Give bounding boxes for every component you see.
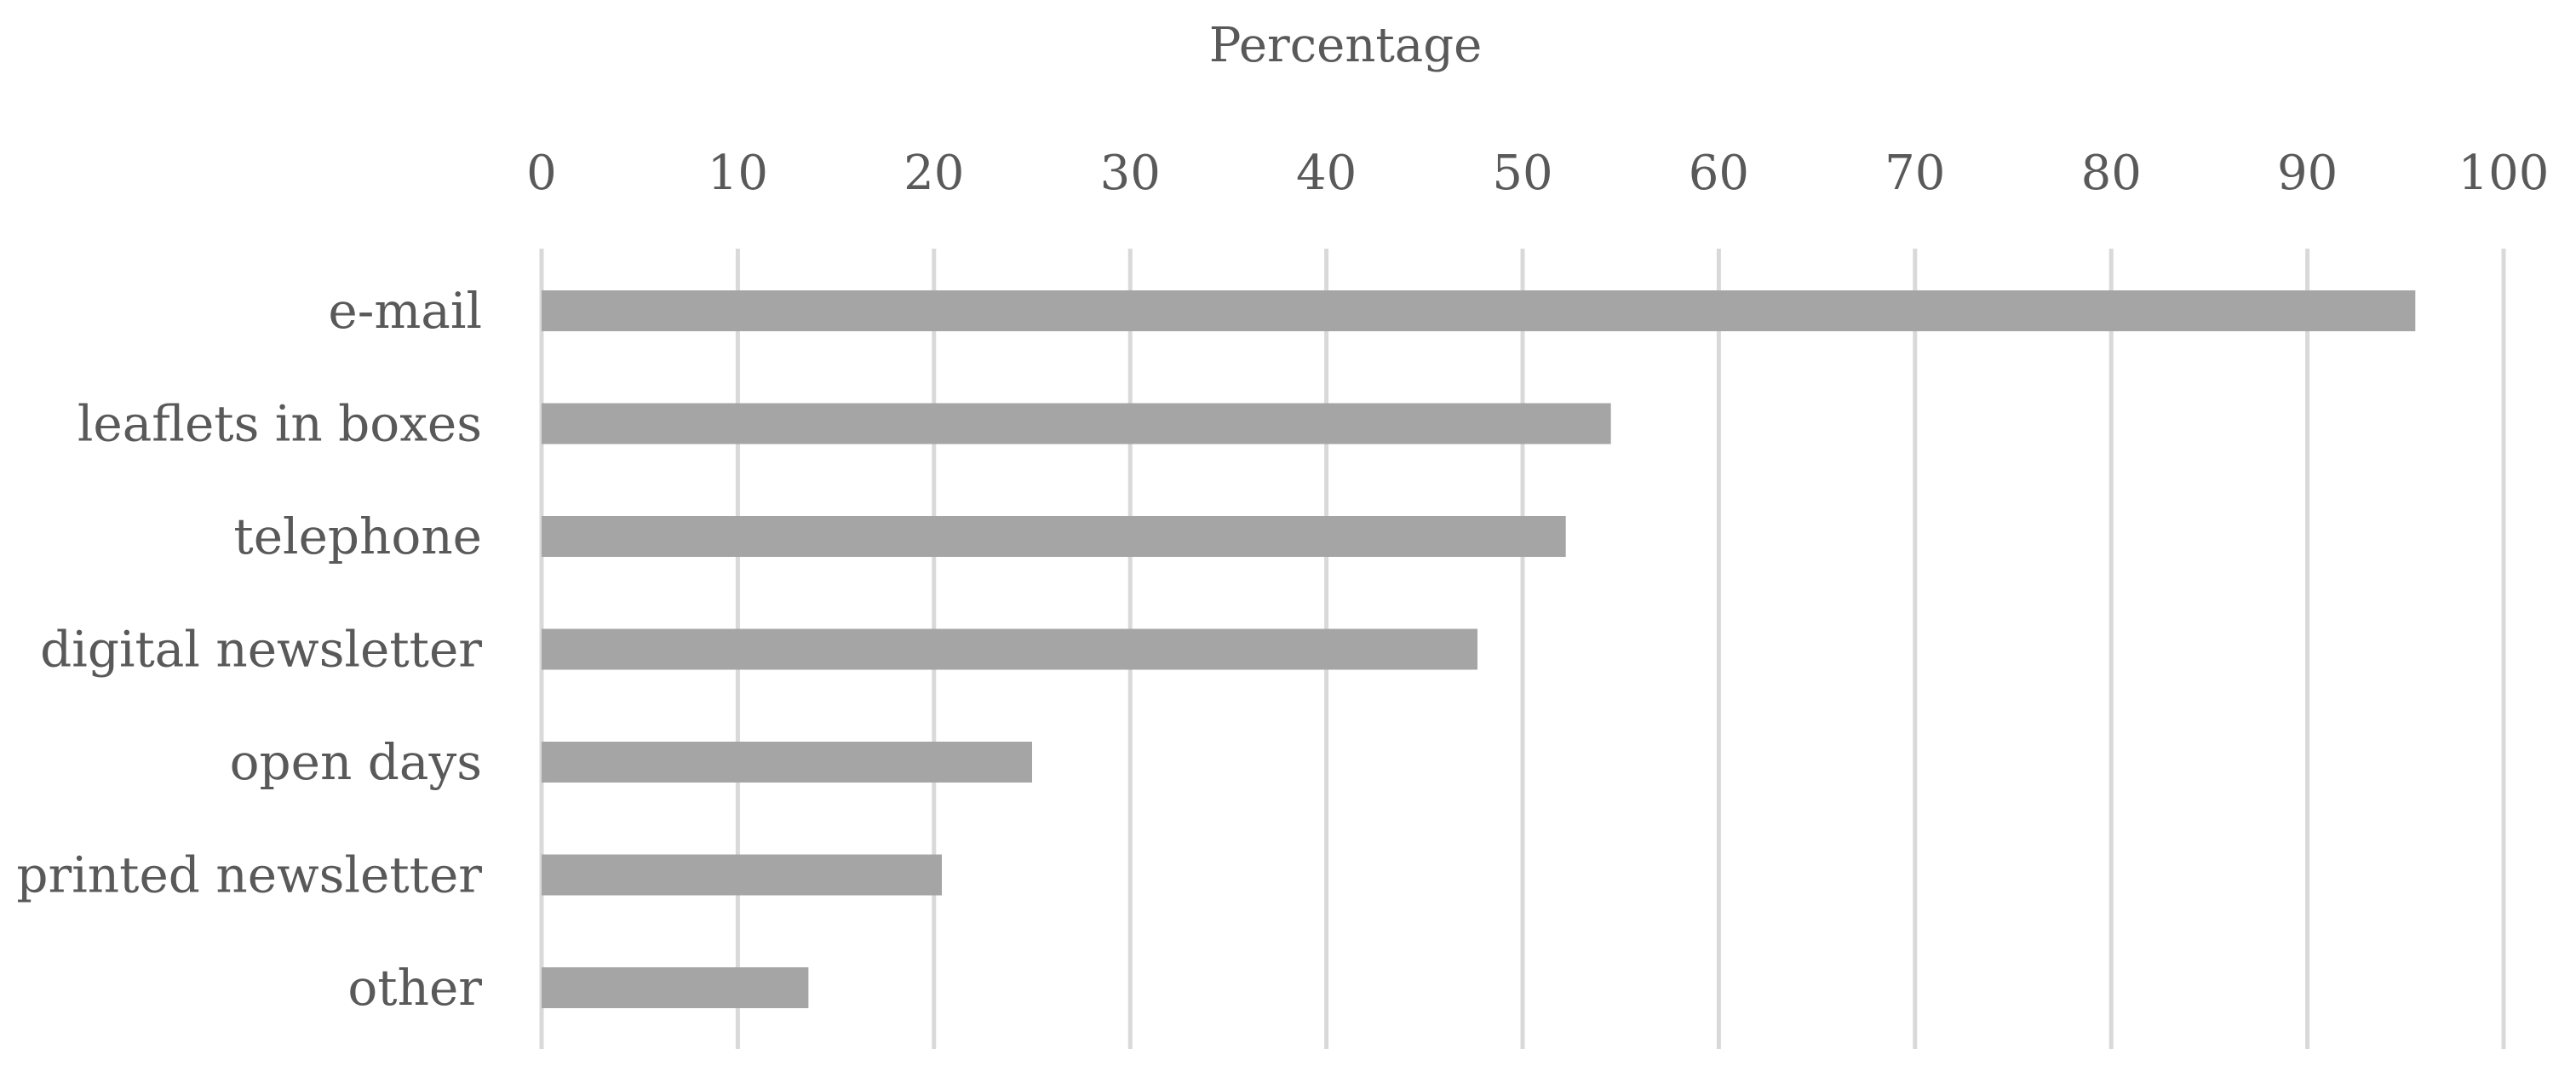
- x-tick-label-100: 100: [2458, 146, 2550, 201]
- category-label-other: other: [347, 959, 482, 1017]
- bar-printed-newsletter: [542, 854, 943, 896]
- category-label-e-mail: e-mail: [328, 282, 482, 340]
- bar-open-days: [542, 742, 1032, 783]
- category-label-open-days: open days: [230, 733, 482, 791]
- x-tick-label-40: 40: [1296, 146, 1357, 201]
- x-tick-label-10: 10: [708, 146, 768, 201]
- bar-layer: [542, 290, 2416, 1008]
- category-label-printed-newsletter: printed newsletter: [16, 846, 482, 904]
- x-tick-label-30: 30: [1100, 146, 1161, 201]
- x-tick-label-20: 20: [904, 146, 964, 201]
- bar-digital-newsletter: [542, 628, 1478, 670]
- x-tick-label-80: 80: [2081, 146, 2142, 201]
- bar-telephone: [542, 516, 1566, 557]
- x-tick-label-0: 0: [526, 146, 557, 201]
- bar-other: [542, 967, 809, 1008]
- x-tick-label-60: 60: [1689, 146, 1749, 201]
- category-labels: e-mail leaflets in boxes telephone digital …: [16, 282, 482, 1017]
- x-axis-title: Percentage: [1209, 18, 1483, 73]
- x-tick-labels: 0 10 20 30 40 50 60 70 80 90 100: [526, 146, 2549, 201]
- category-label-telephone: telephone: [233, 507, 482, 565]
- x-tick-label-90: 90: [2277, 146, 2338, 201]
- bar-e-mail: [542, 290, 2416, 331]
- x-tick-label-50: 50: [1492, 146, 1552, 201]
- category-label-leaflets-in-boxes: leaflets in boxes: [77, 395, 482, 453]
- x-tick-label-70: 70: [1885, 146, 1945, 201]
- bar-leaflets-in-boxes: [542, 403, 1611, 444]
- category-label-digital-newsletter: digital newsletter: [40, 621, 482, 679]
